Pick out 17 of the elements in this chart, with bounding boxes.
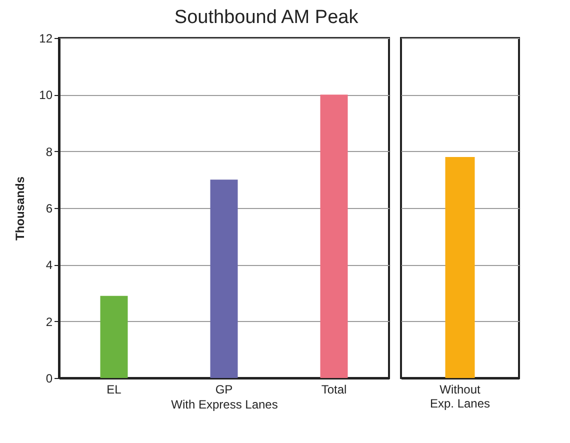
x-tick-label: Total: [321, 382, 347, 396]
bar: [100, 296, 128, 378]
x-tick-label: Without Exp. Lanes: [430, 382, 490, 410]
y-tick-label: 0: [46, 372, 53, 386]
y-tick-label: 10: [39, 88, 53, 102]
y-tick-label: 4: [46, 258, 53, 272]
bar: [320, 94, 348, 378]
x-tick-label: GP: [215, 382, 233, 396]
y-tick-label: 8: [46, 144, 53, 159]
x-tick-label: EL: [106, 382, 122, 396]
chart-title: Southbound AM Peak: [174, 7, 359, 28]
y-tick-label: 12: [39, 32, 53, 46]
y-axis-title: Thousands: [13, 176, 28, 241]
bar: [210, 180, 238, 378]
x-axis-title: With Express Lanes: [171, 398, 278, 412]
y-tick-label: 6: [46, 202, 53, 216]
y-tick-label: 2: [46, 314, 53, 329]
